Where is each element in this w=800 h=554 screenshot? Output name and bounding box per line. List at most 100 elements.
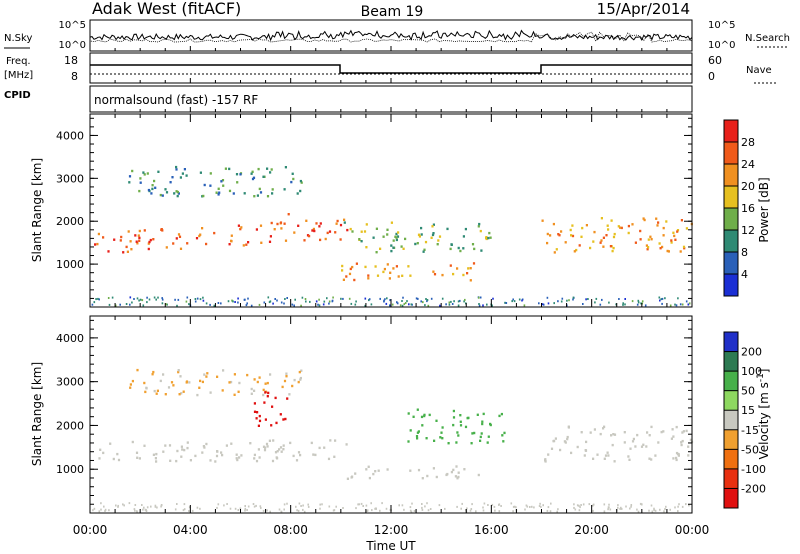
velocity-point bbox=[99, 448, 102, 451]
power-noise bbox=[272, 302, 274, 305]
power-point bbox=[670, 241, 673, 244]
velocity-noise bbox=[630, 504, 633, 506]
velocity-point bbox=[593, 428, 596, 431]
power-noise bbox=[161, 302, 164, 305]
power-noise bbox=[283, 302, 285, 305]
power-point bbox=[360, 230, 363, 233]
power-noise bbox=[185, 300, 188, 303]
velocity-noise bbox=[487, 504, 489, 506]
velocity-point bbox=[452, 468, 455, 472]
velocity-point bbox=[265, 442, 269, 446]
velocity-noise bbox=[296, 509, 298, 512]
power-noise bbox=[453, 300, 455, 303]
power-noise bbox=[595, 297, 598, 300]
velocity-point bbox=[412, 415, 415, 418]
velocity-noise bbox=[538, 505, 541, 507]
velocity-point bbox=[441, 426, 444, 429]
velocity-point bbox=[257, 448, 260, 451]
power-noise bbox=[326, 297, 328, 300]
velocity-point bbox=[372, 472, 375, 476]
velocity-point bbox=[450, 470, 453, 474]
velocity-noise bbox=[524, 508, 526, 511]
power-point bbox=[258, 187, 261, 191]
power-point bbox=[107, 250, 110, 253]
power-point bbox=[432, 223, 435, 226]
velocity-noise bbox=[259, 505, 262, 508]
power-point bbox=[389, 271, 392, 274]
power-point bbox=[299, 189, 302, 193]
velocity-point bbox=[201, 451, 204, 454]
power-noise bbox=[97, 297, 99, 300]
power-point bbox=[205, 242, 208, 246]
velocity-point bbox=[466, 416, 469, 420]
velocity-noise bbox=[513, 505, 516, 508]
power-noise bbox=[98, 298, 100, 301]
velocity-point bbox=[144, 390, 147, 394]
velocity-point bbox=[216, 450, 219, 453]
velocity-point bbox=[235, 453, 238, 456]
power-point bbox=[683, 247, 686, 250]
velocity-cbar-label: 50 bbox=[741, 385, 755, 398]
power-point bbox=[215, 191, 218, 194]
power-point bbox=[276, 222, 279, 226]
power-point bbox=[658, 242, 661, 245]
power-point bbox=[146, 172, 149, 175]
power-noise bbox=[108, 303, 111, 306]
velocity-noise bbox=[365, 504, 368, 507]
velocity-point bbox=[225, 444, 228, 447]
power-point bbox=[383, 267, 386, 271]
velocity-noise bbox=[653, 509, 655, 512]
velocity-point bbox=[459, 420, 462, 423]
velocity-ytick-label: 2000 bbox=[56, 419, 84, 432]
power-point bbox=[128, 175, 132, 178]
velocity-point bbox=[440, 431, 443, 434]
velocity-point bbox=[482, 412, 485, 416]
power-point bbox=[397, 275, 400, 278]
power-point bbox=[247, 241, 250, 244]
velocity-point bbox=[445, 473, 448, 477]
power-noise bbox=[396, 302, 399, 305]
velocity-noise bbox=[580, 504, 582, 506]
velocity-noise bbox=[654, 509, 657, 512]
velocity-point bbox=[129, 386, 132, 389]
velocity-noise bbox=[653, 507, 655, 510]
power-noise bbox=[205, 302, 208, 305]
power-point bbox=[343, 218, 346, 221]
velocity-noise bbox=[226, 503, 228, 505]
power-noise bbox=[202, 299, 205, 302]
velocity-noise bbox=[100, 502, 102, 505]
power-point bbox=[280, 227, 283, 230]
velocity-point bbox=[640, 445, 644, 448]
power-point bbox=[255, 228, 258, 231]
power-point bbox=[122, 251, 125, 254]
velocity-noise bbox=[500, 505, 502, 507]
velocity-point bbox=[198, 386, 201, 389]
velocity-point bbox=[642, 443, 645, 446]
velocity-noise bbox=[685, 503, 687, 506]
power-noise bbox=[305, 300, 307, 303]
power-noise bbox=[258, 303, 261, 306]
velocity-point bbox=[471, 432, 474, 435]
velocity-noise bbox=[302, 508, 304, 511]
velocity-point bbox=[263, 448, 267, 452]
velocity-point bbox=[143, 444, 146, 447]
power-noise bbox=[237, 301, 239, 304]
power-point bbox=[464, 227, 467, 231]
velocity-point bbox=[672, 435, 675, 438]
x-tick-label: 20:00 bbox=[574, 523, 609, 537]
power-noise bbox=[401, 300, 403, 302]
power-noise bbox=[368, 298, 371, 301]
power-noise bbox=[93, 301, 96, 304]
velocity-point bbox=[164, 393, 167, 396]
x-tick-label: 00:00 bbox=[73, 523, 108, 537]
power-noise bbox=[661, 302, 663, 305]
power-point bbox=[462, 247, 465, 250]
power-noise bbox=[459, 299, 461, 302]
power-noise bbox=[340, 297, 342, 300]
power-noise bbox=[546, 296, 549, 299]
power-point bbox=[222, 184, 225, 187]
velocity-noise bbox=[280, 510, 283, 513]
velocity-point bbox=[175, 459, 178, 463]
velocity-point bbox=[584, 449, 587, 452]
power-noise bbox=[687, 303, 690, 306]
